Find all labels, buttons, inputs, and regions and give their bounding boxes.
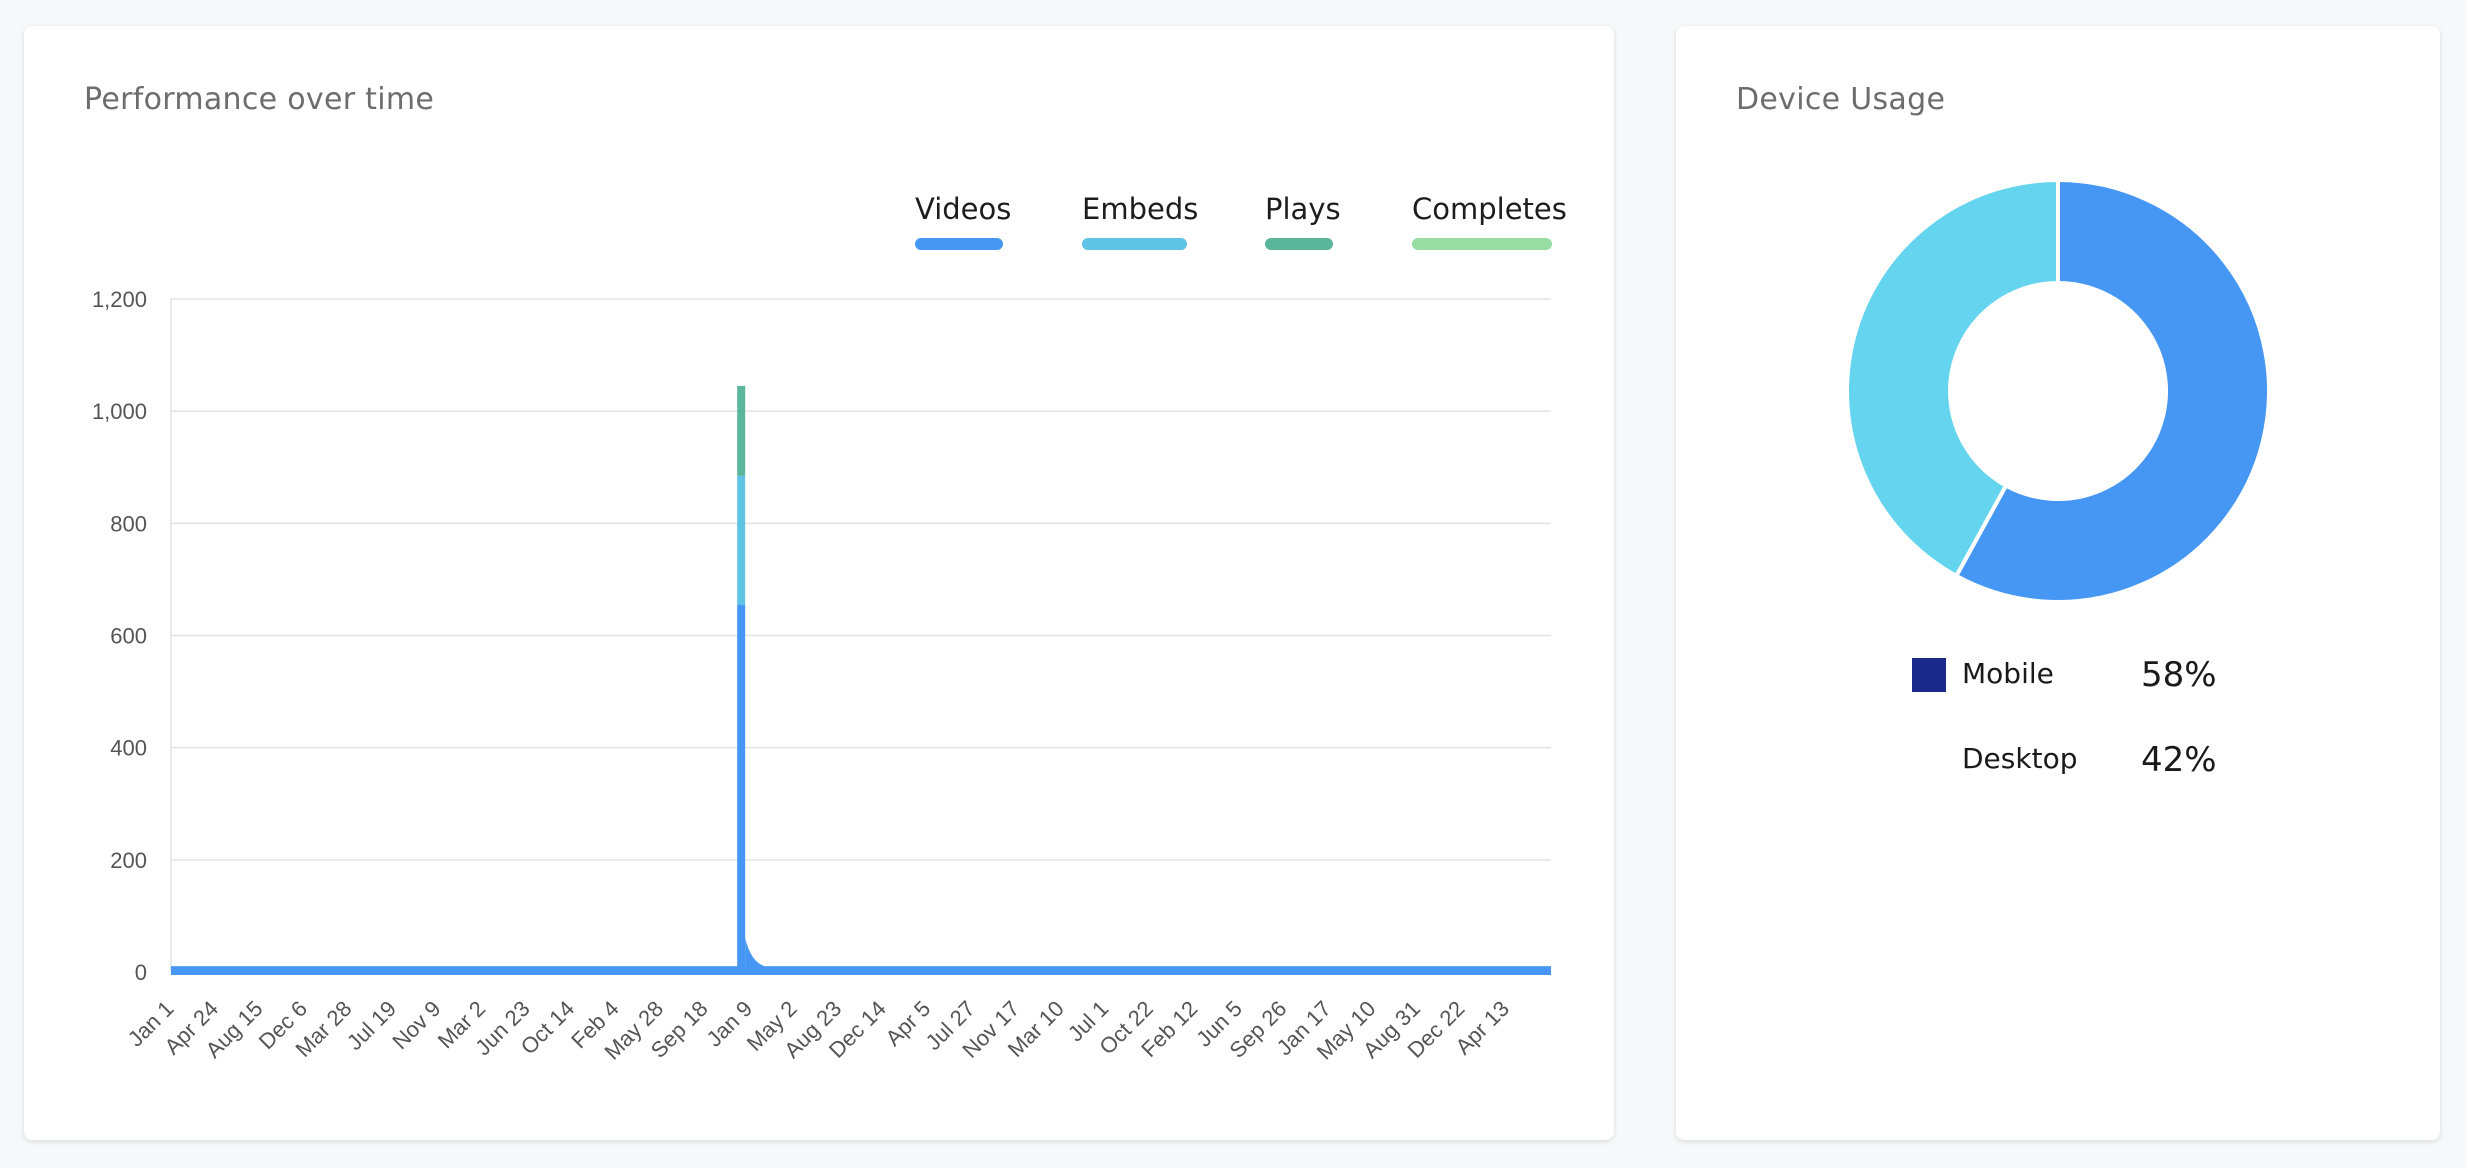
- donut-slice-mobile: [1953, 177, 2271, 604]
- legend-label-videos: Videos: [915, 192, 1012, 226]
- device-usage-card: Device Usage Mobile 58% Desktop 42%: [1676, 26, 2440, 1140]
- y-tick-label: 600: [110, 624, 147, 649]
- y-tick-label: 200: [110, 848, 147, 873]
- legend-label-plays: Plays: [1265, 192, 1341, 226]
- device-value-desktop: 42%: [2141, 740, 2217, 780]
- legend-swatch-videos: [915, 238, 1003, 250]
- area-tail-videos: [745, 938, 776, 972]
- y-tick-label: 1,000: [92, 399, 147, 424]
- legend-swatch-embeds: [1082, 238, 1187, 250]
- device-legend-row-desktop[interactable]: Desktop 42%: [1912, 740, 2232, 780]
- legend-swatch-completes: [1412, 238, 1552, 250]
- device-usage-title: Device Usage: [1736, 82, 1946, 117]
- device-swatch-mobile: [1912, 658, 1946, 692]
- device-value-mobile: 58%: [2141, 655, 2217, 695]
- area-baseline-videos: [171, 966, 1551, 975]
- x-tick-label: Jul 19: [342, 996, 401, 1055]
- legend-label-completes: Completes: [1412, 192, 1567, 226]
- performance-title: Performance over time: [84, 82, 435, 117]
- area-spike-plays: [737, 385, 746, 476]
- legend-item-videos[interactable]: Videos: [915, 192, 1012, 250]
- x-tick-label: Nov 9: [387, 996, 445, 1054]
- y-tick-label: 400: [110, 736, 147, 761]
- area-spike-videos: [737, 604, 746, 972]
- legend-item-plays[interactable]: Plays: [1265, 192, 1341, 250]
- area-spike-embeds: [737, 475, 746, 605]
- device-legend-row-mobile[interactable]: Mobile 58%: [1912, 655, 2232, 695]
- y-tick-label: 1,200: [92, 287, 147, 312]
- legend-item-completes[interactable]: Completes: [1412, 192, 1567, 250]
- legend-item-embeds[interactable]: Embeds: [1082, 192, 1199, 250]
- donut-slice-desktop: [1845, 177, 2060, 579]
- y-tick-label: 800: [110, 511, 147, 536]
- y-tick-label: 0: [135, 960, 147, 985]
- device-label-desktop: Desktop: [1962, 742, 2078, 775]
- device-label-mobile: Mobile: [1962, 657, 2054, 690]
- device-donut-chart: [1845, 177, 2271, 604]
- legend-swatch-plays: [1265, 238, 1333, 250]
- performance-card: Performance over time Videos Embeds Play…: [24, 26, 1614, 1140]
- legend-label-embeds: Embeds: [1082, 192, 1199, 226]
